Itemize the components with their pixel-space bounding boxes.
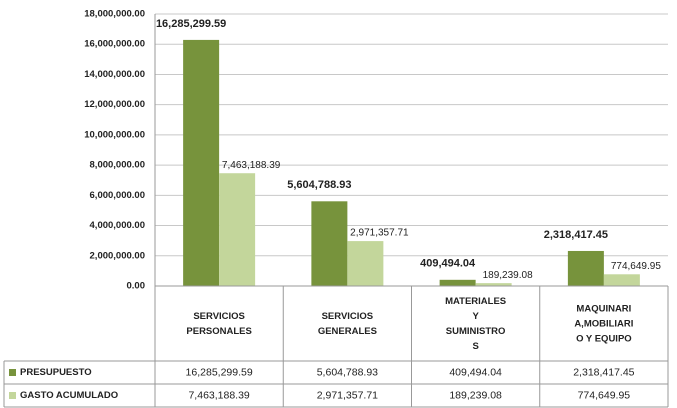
table-cell: 16,285,299.59	[186, 366, 253, 378]
y-tick-label: 4,000,000.00	[90, 220, 145, 231]
category-label: MATERIALES Y SUMINISTRO S	[445, 296, 506, 352]
bar	[439, 279, 476, 286]
category-label: MAQUINARI A,MOBILIARI O Y EQUIPO	[574, 303, 633, 344]
y-tick-label: 2,000,000.00	[90, 250, 145, 261]
bar	[567, 250, 604, 286]
y-tick-label: 8,000,000.00	[90, 160, 145, 171]
bar	[603, 274, 640, 286]
data-label: 5,604,788.93	[287, 179, 351, 191]
table-cell: 409,494.04	[449, 366, 502, 378]
y-tick-label: 18,000,000.00	[84, 9, 145, 20]
bar	[183, 39, 220, 287]
table-cell: 774,649.95	[578, 389, 631, 401]
data-label: 2,318,417.45	[544, 229, 608, 241]
table-cell: 189,239.08	[449, 389, 502, 401]
data-label: 189,239.08	[483, 270, 533, 281]
legend-swatch	[9, 369, 16, 376]
y-tick-label: 6,000,000.00	[90, 190, 145, 201]
table-cell: 2,318,417.45	[573, 366, 634, 378]
table-cell: 2,971,357.71	[317, 389, 378, 401]
legend-label: GASTO ACUMULADO	[20, 390, 118, 401]
table-cell: 7,463,188.39	[188, 389, 249, 401]
category-label: SERVICIOS PERSONALES	[186, 311, 251, 337]
data-label: 16,285,299.59	[156, 18, 226, 30]
y-tick-label: 12,000,000.00	[84, 99, 145, 110]
data-label: 7,463,188.39	[222, 160, 281, 171]
legend-label: PRESUPUESTO	[20, 367, 92, 378]
table-cell: 5,604,788.93	[317, 366, 378, 378]
y-tick-label: 14,000,000.00	[84, 69, 145, 80]
bar	[475, 283, 512, 286]
y-tick-label: 10,000,000.00	[84, 129, 145, 140]
bar	[347, 241, 384, 286]
bar	[219, 173, 256, 286]
data-label: 774,649.95	[611, 261, 661, 272]
bar	[311, 201, 348, 286]
legend-swatch	[9, 392, 16, 399]
y-tick-label: 0.00	[127, 281, 146, 292]
category-label: SERVICIOS GENERALES	[318, 311, 377, 337]
data-label: 2,971,357.71	[350, 228, 409, 239]
y-tick-label: 16,000,000.00	[84, 39, 145, 50]
data-label: 409,494.04	[420, 258, 476, 270]
